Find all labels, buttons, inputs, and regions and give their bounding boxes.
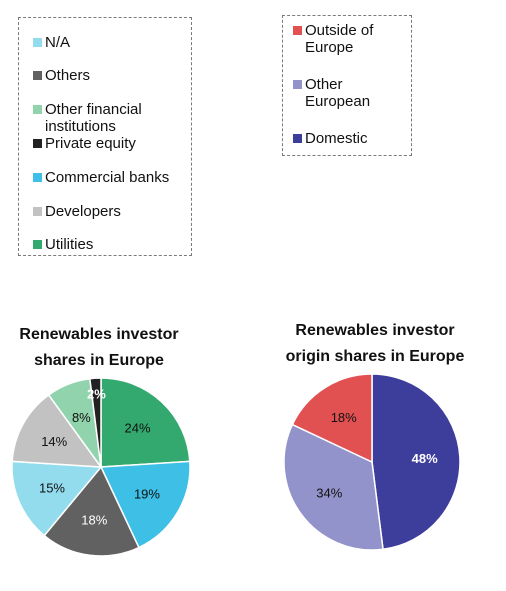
pie-slice-developers	[11, 393, 103, 468]
legend-item-private-equity: Private equity	[33, 135, 136, 152]
legend-swatch-other-european	[293, 80, 302, 89]
pie-slice-label-other-financial-institutions: 8%	[72, 410, 91, 425]
pie-slice-label-domestic: 48%	[412, 451, 438, 466]
legend-label-developers: Developers	[45, 203, 121, 220]
legend-label-na: N/A	[45, 34, 71, 51]
legend-label-domestic: Domestic	[305, 130, 368, 147]
legend-swatch-private-equity	[33, 139, 42, 148]
investor-pie-chart: 24% 19% 18% 15% 14% 8% 2%	[11, 377, 191, 557]
legend-label-other-financial: Other financial institutions	[45, 101, 142, 135]
legend-label-others: Others	[45, 67, 91, 84]
legend-label-private-equity: Private equity	[45, 135, 136, 152]
pie-slice-n-a	[11, 460, 103, 537]
legend-item-na: N/A	[33, 34, 70, 51]
legend-item-others: Others	[33, 67, 90, 84]
pie-slice-label-n-a: 15%	[39, 481, 65, 496]
legend-swatch-outside-europe	[293, 26, 302, 35]
legend-swatch-utilities	[33, 240, 42, 249]
pie-slice-private-equity	[89, 377, 102, 468]
legend-swatch-na	[33, 38, 42, 47]
legend-label-other-european: Other European	[305, 76, 371, 110]
legend-swatch-others	[33, 71, 42, 80]
pie-slice-domestic	[371, 373, 461, 551]
pie-slice-label-others: 18%	[81, 512, 107, 527]
legend-swatch-domestic	[293, 134, 302, 143]
pie-slice-others	[43, 465, 140, 557]
legend-item-other-financial: Other financial institutions	[33, 101, 142, 135]
pie-slice-label-developers: 14%	[41, 434, 67, 449]
pie-slice-utilities	[100, 377, 191, 468]
legend-item-outside-europe: Outside of Europe	[293, 22, 373, 56]
investor-pie-title: Renewables investor shares in Europe	[19, 326, 179, 369]
legend-item-utilities: Utilities	[33, 236, 93, 253]
legend-label-utilities: Utilities	[45, 236, 94, 253]
legend-item-other-european: Other European	[293, 76, 370, 110]
pie-slice-label-utilities: 24%	[125, 421, 151, 436]
origin-pie-chart: 48% 34% 18%	[283, 373, 461, 551]
legend-item-developers: Developers	[33, 203, 121, 220]
legend-item-domestic: Domestic	[293, 130, 368, 147]
legend-swatch-developers	[33, 207, 42, 216]
pie-slice-label-other-european: 34%	[316, 486, 342, 501]
legend-swatch-commercial-banks	[33, 173, 42, 182]
investor-origin-legend: Outside of Europe Other European Domesti…	[282, 15, 412, 156]
origin-pie-title: Renewables investor origin shares in Eur…	[285, 322, 465, 365]
legend-item-commercial-banks: Commercial banks	[33, 169, 169, 186]
legend-swatch-other-financial	[33, 105, 42, 114]
investor-type-legend: N/A Others Other financial institutions …	[18, 17, 192, 256]
pie-slice-outside-of-europe	[291, 373, 373, 464]
pie-slice-label-commercial-banks: 19%	[134, 487, 160, 502]
pie-slice-commercial-banks	[99, 460, 191, 549]
legend-label-commercial-banks: Commercial banks	[45, 169, 170, 186]
legend-label-outside-europe: Outside of Europe	[305, 22, 374, 56]
pie-slice-label-outside-of-europe: 18%	[331, 410, 357, 425]
pie-slice-label-private-equity: 2%	[87, 387, 106, 402]
